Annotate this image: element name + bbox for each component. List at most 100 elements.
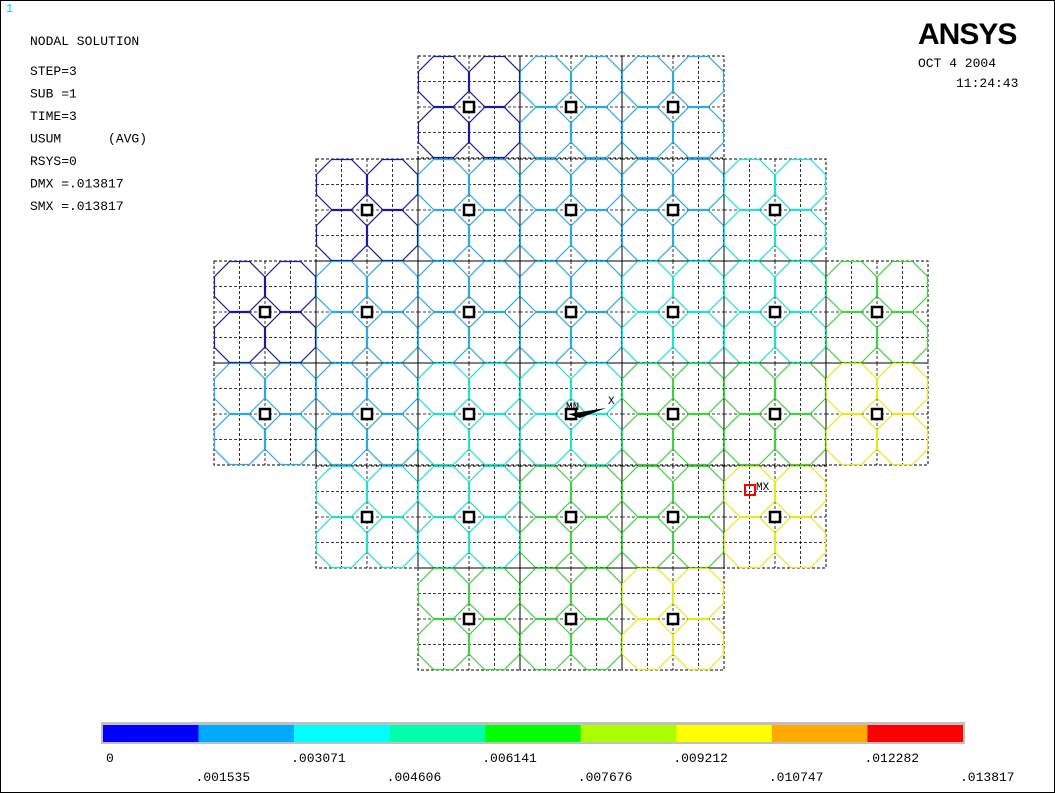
contour-line xyxy=(621,260,674,313)
contour-line xyxy=(417,567,470,620)
date: OCT 4 2004 xyxy=(918,56,996,71)
contour-line xyxy=(570,618,623,671)
legend: 0 .001535 .003071 .004606 .006141 .007676 .009… xyxy=(101,722,1015,785)
contour-line xyxy=(570,158,623,211)
contour-line xyxy=(366,260,419,313)
contour-line xyxy=(774,260,827,313)
node-marker xyxy=(258,305,272,319)
contour-line xyxy=(723,413,776,466)
contour-line xyxy=(315,260,368,313)
min-marker: MN xyxy=(566,402,579,414)
contour-line xyxy=(519,260,572,313)
node-marker xyxy=(258,407,272,421)
contour-line xyxy=(570,362,623,415)
contour-line xyxy=(672,567,725,620)
contour-line xyxy=(825,362,878,415)
node-marker xyxy=(666,203,680,217)
contour-line xyxy=(570,413,623,466)
contour-line xyxy=(315,362,368,415)
node-marker xyxy=(360,305,374,319)
contour-line xyxy=(213,413,266,466)
legend-label: .003071 xyxy=(291,751,346,766)
contour-line xyxy=(417,260,470,313)
contour-line xyxy=(468,465,521,518)
contour-line xyxy=(774,516,827,569)
contour-line xyxy=(468,106,521,159)
info-line: TIME=3 xyxy=(30,109,77,124)
contour-line xyxy=(876,413,929,466)
contour-line xyxy=(417,465,470,518)
contour-line xyxy=(672,465,725,518)
contour-line xyxy=(825,260,878,313)
legend-label: .007676 xyxy=(578,770,633,785)
contour-line xyxy=(672,260,725,313)
contour-line xyxy=(417,106,470,159)
mesh xyxy=(213,55,929,671)
logo: ANSYS xyxy=(918,18,1016,51)
contour-line xyxy=(621,567,674,620)
contour-line xyxy=(876,362,929,415)
contour-line xyxy=(264,260,317,313)
legend-label: .004606 xyxy=(387,770,442,785)
contour-line xyxy=(672,618,725,671)
contour-line xyxy=(519,465,572,518)
legend-label: .001535 xyxy=(196,770,251,785)
window-label: 1 xyxy=(6,2,13,16)
legend-label: .013817 xyxy=(960,770,1015,785)
contour-line xyxy=(264,413,317,466)
node-marker xyxy=(768,510,782,524)
info-title: NODAL SOLUTION xyxy=(30,34,139,49)
contour-line xyxy=(519,55,572,108)
contour-line xyxy=(519,413,572,466)
contour-line xyxy=(723,362,776,415)
contour-line xyxy=(621,158,674,211)
contour-line xyxy=(621,106,674,159)
node-marker xyxy=(462,407,476,421)
contour-line xyxy=(672,362,725,415)
contour-line xyxy=(723,158,776,211)
contour-line xyxy=(366,516,419,569)
legend-swatch xyxy=(294,725,390,742)
node-marker xyxy=(666,407,680,421)
contour-line xyxy=(366,413,419,466)
contour-line xyxy=(570,260,623,313)
node-marker xyxy=(666,510,680,524)
contour-line xyxy=(213,260,266,313)
info-line: SUB =1 xyxy=(30,87,77,102)
axis-marker: X xyxy=(608,396,615,408)
contour-line xyxy=(672,413,725,466)
info-line: DMX =.013817 xyxy=(30,177,124,192)
contour-line xyxy=(825,413,878,466)
contour-line xyxy=(621,618,674,671)
legend-swatch xyxy=(676,725,772,742)
contour-line xyxy=(417,362,470,415)
contour-line xyxy=(774,158,827,211)
contour-line xyxy=(672,106,725,159)
node-marker xyxy=(462,203,476,217)
contour-line xyxy=(570,465,623,518)
max-marker: MX xyxy=(756,482,770,494)
contour-line xyxy=(366,158,419,211)
contour-line xyxy=(723,465,776,518)
contour-line xyxy=(621,465,674,518)
node-marker xyxy=(360,203,374,217)
contour-line xyxy=(468,260,521,313)
legend-label: .006141 xyxy=(482,751,537,766)
legend-label: .012282 xyxy=(864,751,919,766)
contour-line xyxy=(570,106,623,159)
contour-line xyxy=(468,413,521,466)
node-marker xyxy=(564,203,578,217)
legend-swatch xyxy=(103,725,199,742)
contour-line xyxy=(723,260,776,313)
node-marker xyxy=(564,612,578,626)
contour-line xyxy=(774,413,827,466)
node-marker xyxy=(360,510,374,524)
contour-line xyxy=(468,55,521,108)
contour-line xyxy=(468,618,521,671)
contour-line xyxy=(468,362,521,415)
contour-line xyxy=(366,362,419,415)
legend-label: .010747 xyxy=(769,770,824,785)
contour-line xyxy=(723,516,776,569)
contour-line xyxy=(672,158,725,211)
